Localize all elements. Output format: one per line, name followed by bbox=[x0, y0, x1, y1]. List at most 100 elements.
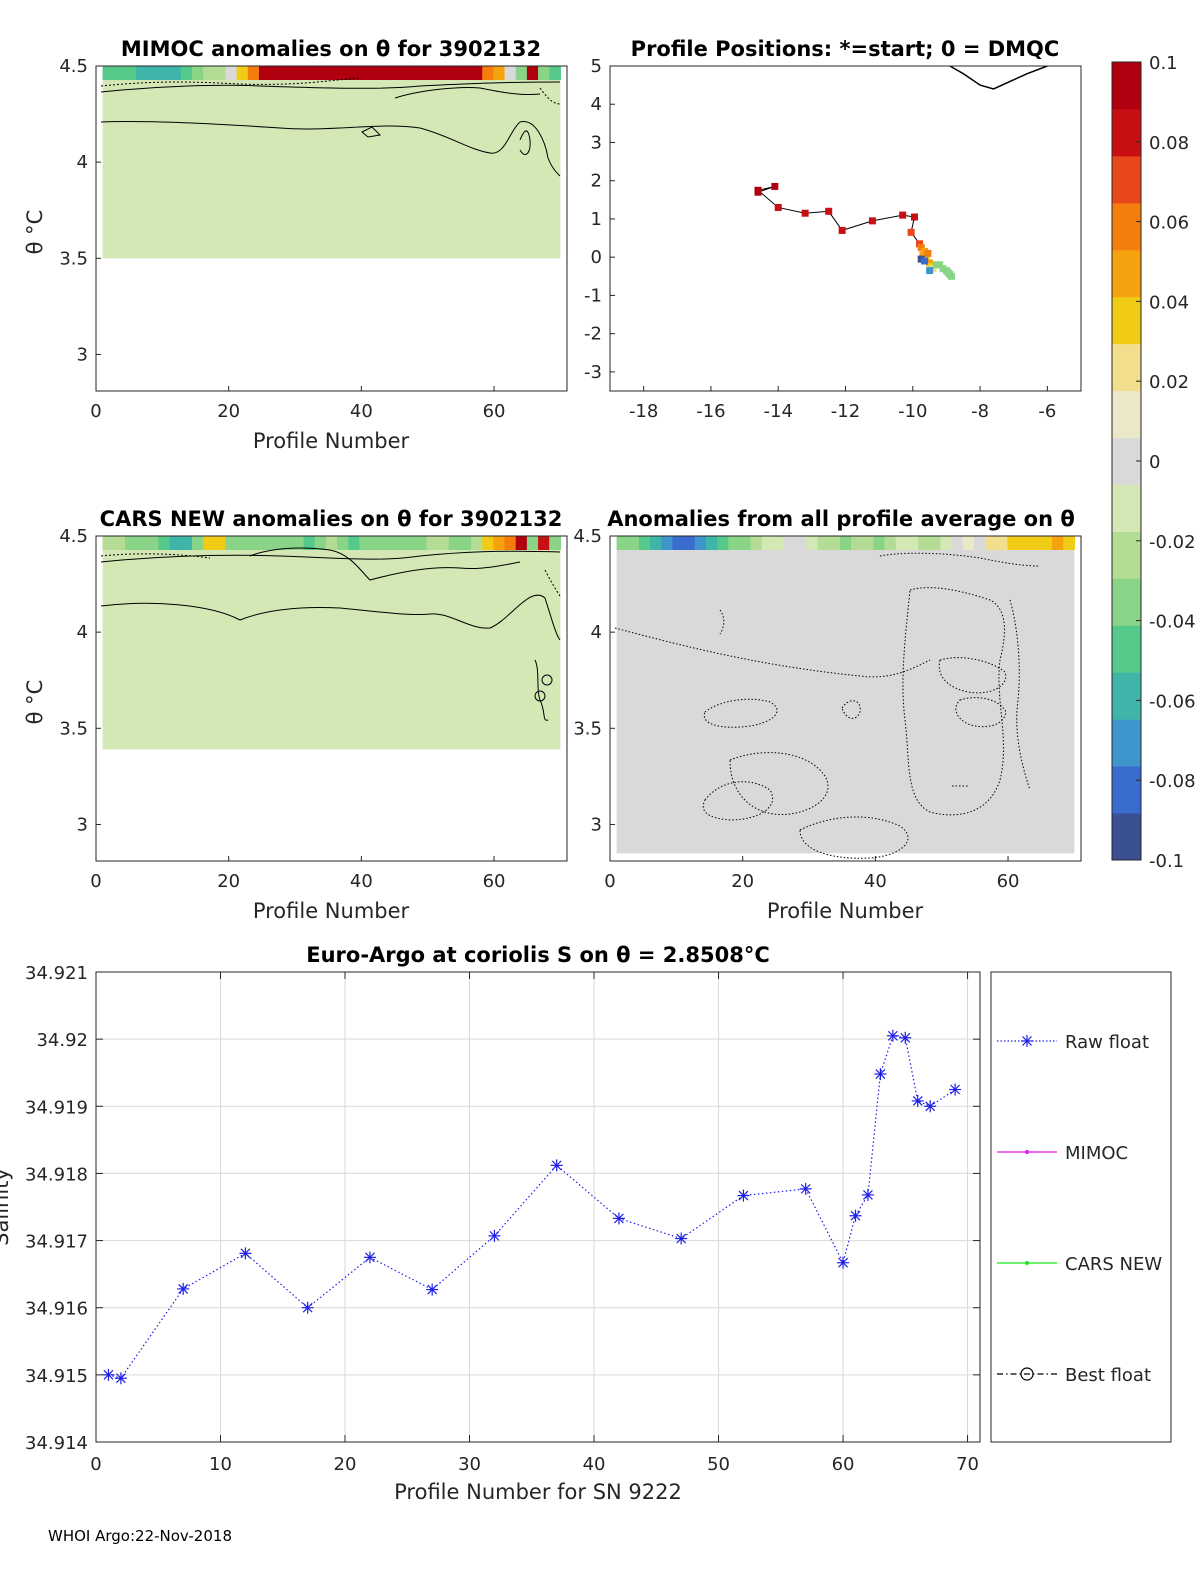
raw-float-line bbox=[108, 1035, 956, 1379]
y-tick-label: 34.917 bbox=[25, 1232, 88, 1253]
raw-float-point bbox=[426, 1283, 439, 1296]
profile-position-point bbox=[801, 209, 809, 217]
colorbar-tick-label: -0.06 bbox=[1149, 691, 1196, 712]
colorbar-tick-label: -0.02 bbox=[1149, 532, 1196, 553]
x-tick-label: 40 bbox=[350, 871, 373, 892]
heatmap-cell bbox=[292, 66, 305, 80]
colorbar-tick-label: -0.04 bbox=[1149, 612, 1196, 633]
mimoc-ylabel: θ °C bbox=[23, 210, 47, 255]
heatmap-cell bbox=[839, 536, 852, 550]
heatmap-cell bbox=[247, 536, 260, 550]
colorbar-tick-label: 0.02 bbox=[1149, 372, 1189, 393]
heatmap-cell bbox=[906, 536, 919, 550]
heatmap-cell bbox=[303, 536, 316, 550]
colorbar-cell bbox=[1112, 108, 1141, 157]
colorbar-cell bbox=[1112, 625, 1141, 673]
raw-float-point bbox=[837, 1256, 850, 1269]
profile-position-point bbox=[919, 251, 927, 259]
mimoc-anomaly-panel: 0 20 40 60 3 3.5 4 4.5 MIMOC anomalies on θ for… bbox=[23, 37, 568, 453]
heatmap-cell bbox=[638, 536, 651, 550]
x-tick-label: 30 bbox=[458, 1454, 481, 1475]
heatmap-cell bbox=[225, 536, 238, 550]
heatmap-cell bbox=[203, 536, 215, 550]
raw-float-point bbox=[886, 1029, 899, 1042]
allavg-xlabel: Profile Number bbox=[767, 899, 924, 923]
legend-label-best-float: Best float bbox=[1065, 1365, 1151, 1386]
profile-position-point bbox=[825, 207, 833, 215]
cars-anomaly-panel: 0 20 40 60 3 3.5 4 4.5 CARS NEW anomalies on θ … bbox=[23, 507, 568, 923]
salinity-series bbox=[102, 1029, 962, 1385]
x-tick-label: -16 bbox=[696, 401, 725, 422]
mimoc-heatmap bbox=[102, 66, 561, 259]
y-tick-label: 34.914 bbox=[25, 1433, 88, 1454]
y-tick-label: 3.5 bbox=[573, 718, 602, 739]
colorbar-ticks: 0.1 0.08 0.06 0.04 0.02 0 -0.02 -0.04 -0.06 -0.08… bbox=[1136, 53, 1196, 872]
legend-cars-new: CARS NEW bbox=[997, 1254, 1162, 1275]
heatmap-cell bbox=[225, 66, 238, 80]
legend-label-mimoc: MIMOC bbox=[1065, 1143, 1128, 1164]
salinity-ylabel: Salinity bbox=[0, 1168, 13, 1246]
heatmap-cell bbox=[392, 536, 405, 550]
heatmap-cell bbox=[191, 536, 204, 550]
salinity-xlabel: Profile Number for SN 9222 bbox=[394, 1480, 682, 1504]
mimoc-contours bbox=[100, 77, 561, 177]
positions-title: Profile Positions: *=start; 0 = DMQC bbox=[631, 37, 1060, 61]
heatmap-cell bbox=[281, 536, 294, 550]
heatmap-cell bbox=[549, 536, 561, 550]
colorbar-tick-label: 0.06 bbox=[1149, 213, 1189, 234]
raw-float-point bbox=[949, 1083, 962, 1096]
cars-axis-ticks: 0 20 40 60 3 3.5 4 4.5 bbox=[59, 526, 505, 892]
heatmap-cell bbox=[136, 66, 148, 80]
profile-position-point bbox=[926, 259, 934, 267]
heatmap-cell bbox=[918, 536, 930, 550]
heatmap-cell bbox=[538, 536, 550, 550]
heatmap-cell bbox=[258, 66, 271, 80]
float-track-line bbox=[756, 185, 927, 256]
positions-plot-area bbox=[754, 66, 1048, 280]
raw-float-point bbox=[102, 1368, 115, 1381]
heatmap-cell bbox=[370, 536, 383, 550]
heatmap-cell bbox=[493, 66, 506, 80]
y-tick-label: 4 bbox=[77, 622, 88, 643]
raw-float-point bbox=[239, 1247, 252, 1260]
heatmap-cell bbox=[180, 66, 193, 80]
colorbar-tick-label: 0.1 bbox=[1149, 53, 1178, 74]
raw-float-point bbox=[849, 1209, 862, 1222]
heatmap-cell bbox=[102, 536, 115, 550]
colorbar-tick-label: -0.08 bbox=[1149, 771, 1196, 792]
heatmap-cell bbox=[504, 536, 517, 550]
x-tick-label: 60 bbox=[483, 401, 506, 422]
y-tick-label: 4.5 bbox=[573, 526, 602, 547]
heatmap-cell bbox=[392, 66, 405, 80]
heatmap-cell bbox=[325, 536, 338, 550]
x-tick-label: 0 bbox=[90, 1454, 101, 1475]
salinity-title: Euro-Argo at coriolis S on θ = 2.8508°C bbox=[306, 943, 769, 967]
heatmap-cell bbox=[459, 66, 472, 80]
x-tick-label: 60 bbox=[832, 1454, 855, 1475]
x-tick-label: -18 bbox=[629, 401, 658, 422]
heatmap-cell bbox=[471, 536, 483, 550]
x-tick-label: 40 bbox=[864, 871, 887, 892]
profile-position-point bbox=[947, 272, 955, 280]
x-tick-label: 60 bbox=[483, 871, 506, 892]
heatmap-cell bbox=[985, 536, 997, 550]
heatmap-cell bbox=[113, 66, 126, 80]
heatmap-cell bbox=[1029, 536, 1042, 550]
profile-position-point bbox=[899, 211, 907, 219]
allavg-axes-frame bbox=[609, 535, 1082, 862]
legend-box bbox=[990, 971, 1172, 1443]
x-tick-label: 20 bbox=[217, 871, 240, 892]
cars-axes-frame bbox=[95, 535, 568, 862]
y-tick-label: 3 bbox=[77, 814, 88, 835]
allavg-heatmap bbox=[616, 536, 1075, 854]
heatmap-cell bbox=[147, 536, 160, 550]
heatmap-cell bbox=[169, 66, 182, 80]
raw-float-point bbox=[911, 1094, 924, 1107]
mimoc-title: MIMOC anomalies on θ for 3902132 bbox=[121, 37, 541, 61]
heatmap-cell bbox=[996, 536, 1008, 550]
x-tick-label: 60 bbox=[997, 871, 1020, 892]
raw-float-point bbox=[899, 1031, 912, 1044]
profile-position-point bbox=[924, 249, 932, 257]
raw-float-point bbox=[612, 1212, 625, 1225]
colorbar-cell bbox=[1112, 531, 1141, 579]
